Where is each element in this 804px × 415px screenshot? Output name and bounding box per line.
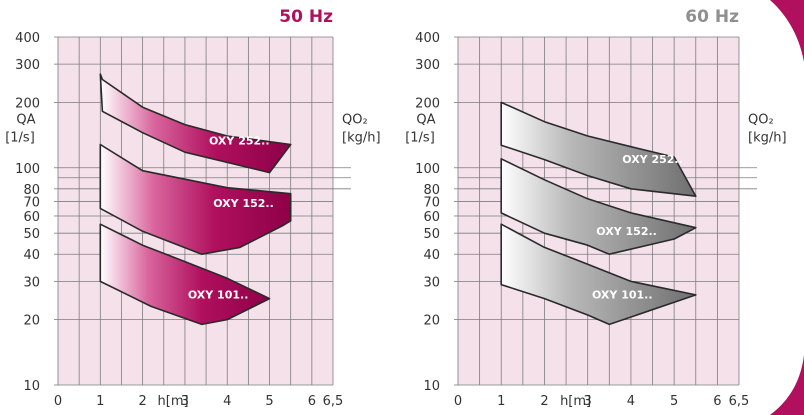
y-tick-label: 300 <box>415 58 440 73</box>
y-tick-label: 100 <box>15 162 40 177</box>
y-tick-label: 60 <box>423 210 440 225</box>
series-band <box>500 101 697 197</box>
series-label: OXY 252.. <box>209 134 270 147</box>
y-tick-label: 80 <box>423 183 440 198</box>
y-tick-label: 20 <box>423 314 440 329</box>
x-tick-label: 5 <box>670 394 678 409</box>
x-tick-label: 0 <box>54 394 62 409</box>
series-band <box>99 73 292 174</box>
x-axis-label: h[m] <box>560 394 591 409</box>
y-tick-label: 50 <box>23 227 40 242</box>
series-label: OXY 101.. <box>188 289 249 302</box>
series-band <box>99 143 292 255</box>
y-tick-label: 30 <box>23 275 40 290</box>
x-tick-label: 4 <box>223 394 231 409</box>
x-tick-label: 6 <box>713 394 721 409</box>
y-tick-label: 50 <box>423 227 440 242</box>
x-tick-label: 1 <box>96 394 104 409</box>
series-label: OXY 152.. <box>596 225 657 238</box>
y-tick-label: 400 <box>15 31 40 46</box>
corner-swoosh-bottom <box>770 355 804 415</box>
y-tick-label: 300 <box>15 58 40 73</box>
x-tick-label: 3 <box>181 394 189 409</box>
x-axis-label: h[m] <box>158 394 189 409</box>
corner-swoosh-top <box>770 0 804 62</box>
x-tick-label: 6,5 <box>323 394 344 409</box>
y-tick-label: 40 <box>23 248 40 263</box>
y-tick-label: 200 <box>15 96 40 111</box>
y-tick-label: 60 <box>23 210 40 225</box>
y-tick-label: 70 <box>23 195 40 210</box>
y-tick-label: 400 <box>415 31 440 46</box>
series-label: OXY 101.. <box>592 289 653 302</box>
x-tick-labels: 0 1 2 3 4 5 6 6,5 <box>454 394 749 409</box>
chart-title: 60 Hz <box>685 7 739 27</box>
x-tick-label: 3 <box>584 394 592 409</box>
y-axis-label-left: QA [1/s] <box>405 112 435 145</box>
series-label: OXY 152.. <box>213 197 274 210</box>
x-tick-label: 0 <box>454 394 462 409</box>
series-label: OXY 252.. <box>622 153 683 166</box>
y-tick-label: 100 <box>415 162 440 177</box>
y-axis-label-right: QO₂ [kg/h] <box>342 112 381 145</box>
y-axis-label-left: QA [1/s] <box>5 112 35 145</box>
y-tick-label: 10 <box>423 379 440 394</box>
series-band <box>99 223 271 326</box>
series-band <box>500 223 697 326</box>
x-tick-label: 2 <box>540 394 548 409</box>
x-tick-label: 4 <box>627 394 635 409</box>
y-tick-label: 70 <box>423 195 440 210</box>
x-tick-label: 6,5 <box>729 394 750 409</box>
x-tick-labels: 0 1 2 3 4 5 6 6,5 <box>54 394 343 409</box>
y-tick-label: 200 <box>415 96 440 111</box>
y-tick-label: 30 <box>423 275 440 290</box>
x-tick-label: 2 <box>138 394 146 409</box>
x-tick-label: 1 <box>497 394 505 409</box>
x-tick-label: 6 <box>308 394 316 409</box>
series-band <box>500 158 697 255</box>
y-tick-label: 40 <box>423 248 440 263</box>
x-tick-label: 5 <box>265 394 273 409</box>
y-tick-label: 20 <box>23 314 40 329</box>
y-tick-label: 10 <box>23 379 40 394</box>
chart-title: 50 Hz <box>279 7 333 27</box>
y-tick-label: 80 <box>23 183 40 198</box>
y-axis-label-right: QO₂ [kg/h] <box>748 112 787 145</box>
